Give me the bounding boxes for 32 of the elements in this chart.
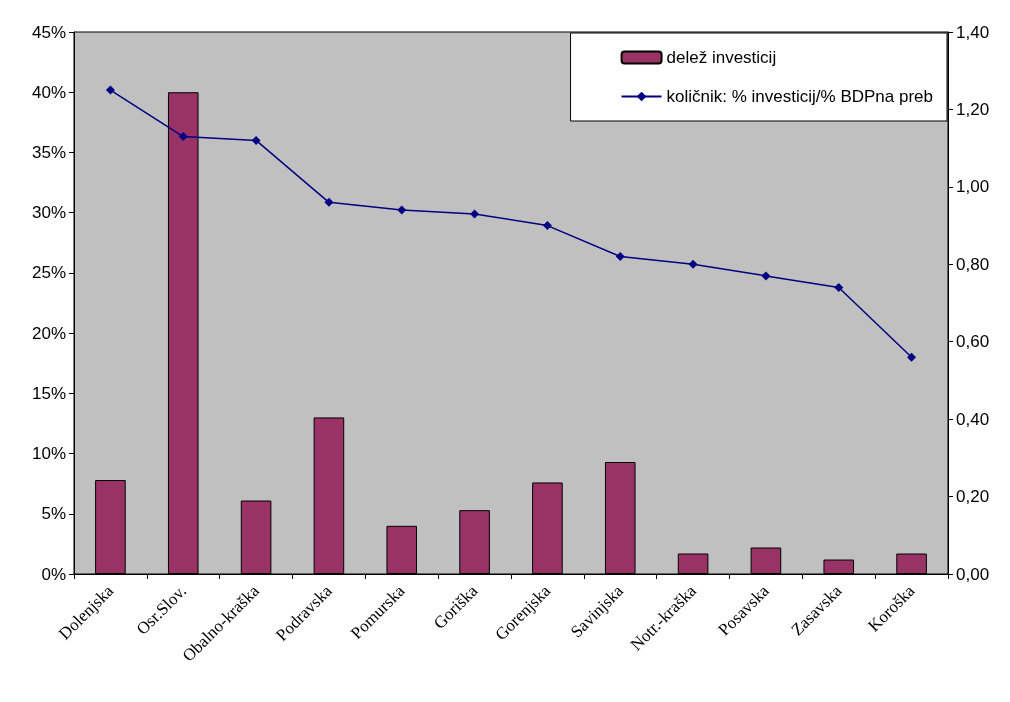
point xyxy=(324,197,334,207)
point xyxy=(761,271,771,281)
y-tick-label: 35% xyxy=(31,142,66,162)
y-tick-label: 0% xyxy=(41,564,66,584)
point xyxy=(251,135,261,145)
point xyxy=(542,221,552,231)
y2-tick-label: 0,60 xyxy=(956,332,990,352)
legend-label: delež investicij xyxy=(666,48,777,67)
y-tick-label: 40% xyxy=(31,82,66,102)
y2-tick-label: 0,80 xyxy=(956,254,990,274)
y-tick-label: 15% xyxy=(31,383,66,403)
y-tick-label: 20% xyxy=(31,323,66,343)
point xyxy=(907,352,917,362)
legend-label: količnik: % investicij/% BDPna preb xyxy=(666,87,934,106)
y-tick-label: 45% xyxy=(31,22,66,42)
y-tick-label: 30% xyxy=(31,203,66,223)
y2-tick-label: 0,20 xyxy=(956,487,990,507)
y2-tick-label: 1,20 xyxy=(956,99,990,119)
point xyxy=(688,259,698,269)
y2-tick-label: 1,40 xyxy=(956,22,990,42)
point xyxy=(615,252,625,262)
point xyxy=(470,209,480,219)
point xyxy=(397,205,407,215)
point xyxy=(834,283,844,293)
point xyxy=(178,132,188,142)
y2-tick-label: 1,00 xyxy=(956,177,990,197)
y2-tick-label: 0,00 xyxy=(956,564,990,584)
y2-tick-label: 0,40 xyxy=(956,409,990,429)
y-tick-label: 25% xyxy=(31,263,66,283)
y-tick-label: 10% xyxy=(31,444,66,464)
y-tick-label: 5% xyxy=(41,504,66,524)
point xyxy=(105,85,115,95)
